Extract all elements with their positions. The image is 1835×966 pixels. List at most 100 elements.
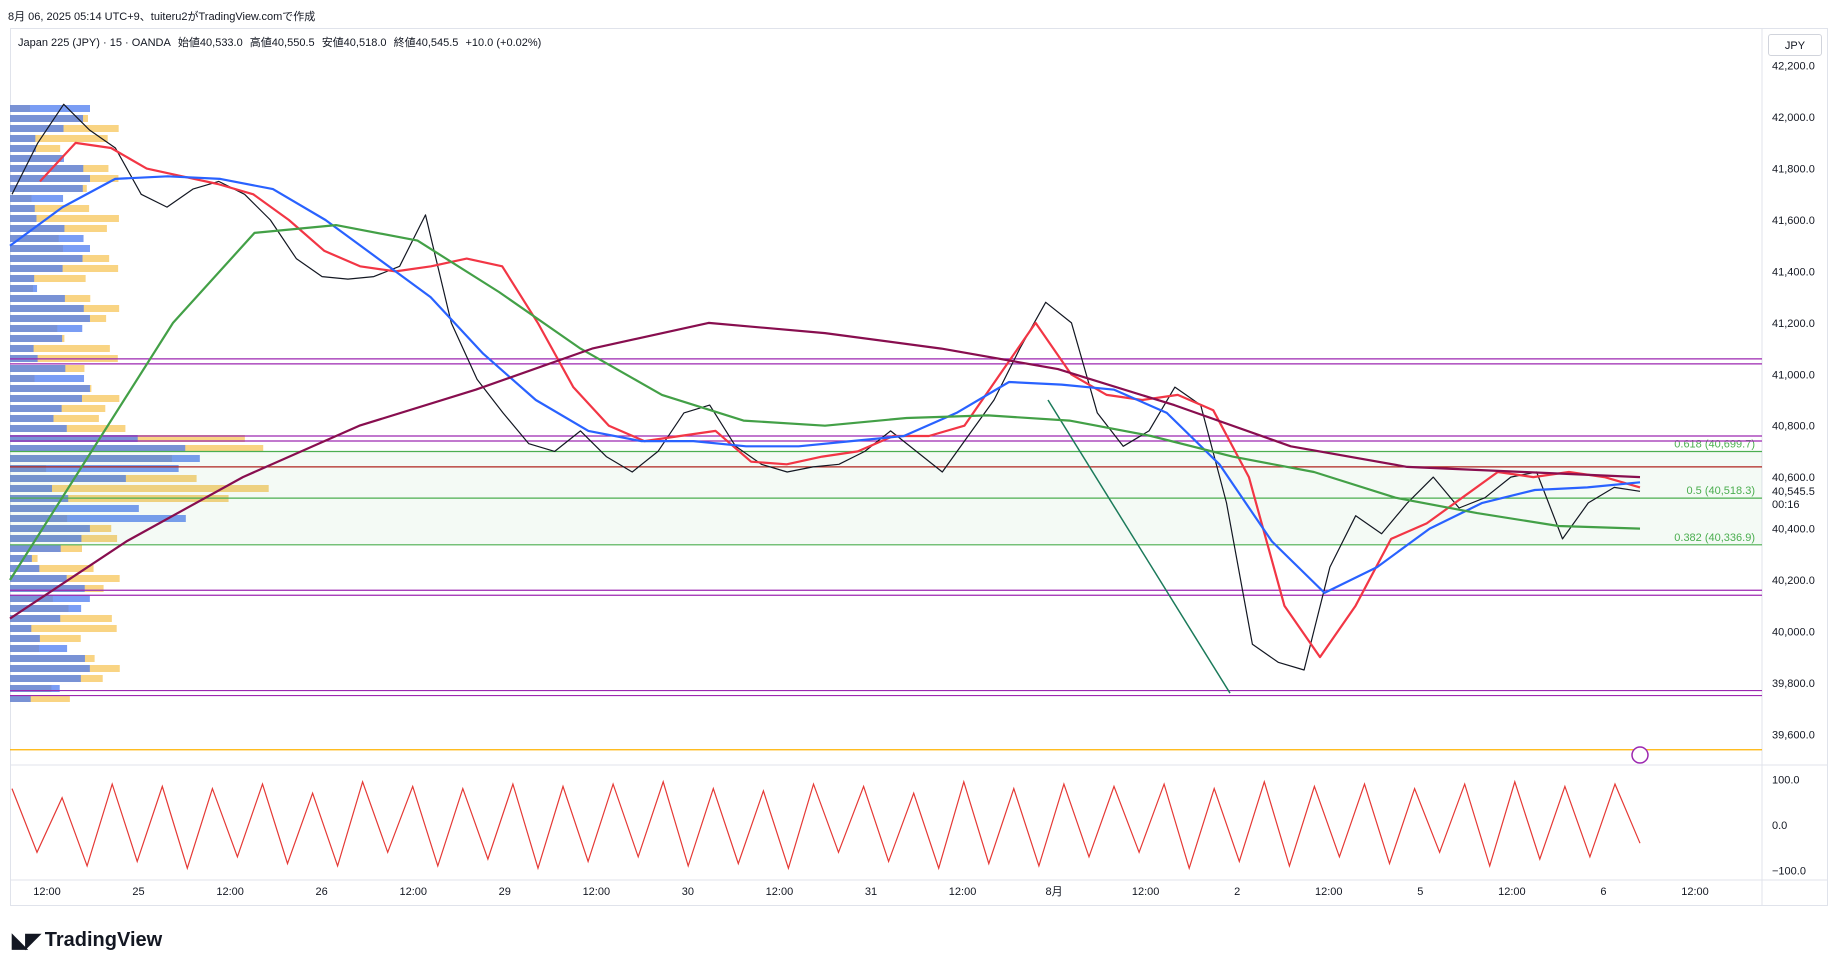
oscillator-tick-label: 0.0	[1772, 820, 1787, 832]
time-tick-label: 12:00	[33, 886, 61, 898]
time-tick-label: 12:00	[766, 886, 794, 898]
volume-profile-bar	[10, 615, 61, 622]
volume-profile-bar	[10, 275, 35, 282]
fib-level-label: 0.5 (40,518.3)	[1687, 485, 1756, 497]
time-tick-label: 12:00	[1498, 886, 1526, 898]
volume-profile-bar	[10, 395, 82, 402]
volume-profile-bar	[10, 365, 66, 372]
volume-profile-bar	[10, 655, 85, 662]
volume-profile-bar	[10, 695, 70, 702]
price-tick-label: 42,000.0	[1772, 112, 1815, 124]
volume-profile-bar	[10, 415, 54, 422]
time-tick-label: 26	[316, 886, 328, 898]
volume-profile-bar	[10, 285, 38, 292]
legend-high: 高値40,550.5	[249, 37, 315, 49]
time-tick-label: 29	[499, 886, 511, 898]
volume-profile-bar	[10, 135, 36, 142]
volume-profile-bar	[10, 315, 90, 322]
time-tick-label: 12:00	[1315, 886, 1343, 898]
time-tick-label: 31	[865, 886, 877, 898]
volume-profile-bar	[10, 565, 94, 572]
time-tick-label: 12:00	[216, 886, 244, 898]
price-line	[11, 103, 1641, 671]
currency-button[interactable]: JPY	[1768, 34, 1822, 56]
price-tick-label: 40,400.0	[1772, 524, 1815, 536]
legend-open: 始値40,533.0	[177, 37, 243, 49]
volume-profile-bar	[10, 135, 108, 142]
price-tick-label: 41,000.0	[1772, 369, 1815, 381]
volume-profile-bar	[10, 415, 99, 422]
volume-profile-bar	[10, 685, 60, 692]
volume-profile-bar	[10, 405, 62, 412]
price-tick-label: 40,800.0	[1772, 421, 1815, 433]
price-tick-label: 41,600.0	[1772, 215, 1815, 227]
last-price-label: 40,545.5	[1772, 486, 1815, 498]
ma_mid-line	[9, 175, 1641, 595]
volume-profile-bar	[10, 535, 82, 542]
time-tick-label: 12:00	[1132, 886, 1160, 898]
volume-profile-bar	[10, 575, 67, 582]
ma_slow-line	[9, 224, 1641, 581]
volume-profile-bar	[10, 245, 90, 252]
volume-profile-bar	[10, 205, 35, 212]
symbol-legend[interactable]: Japan 225 (JPY) · 15 · OANDA 始値40,533.0 …	[18, 34, 545, 50]
oscillator-tick-label: 100.0	[1772, 775, 1800, 787]
volume-profile-bar	[10, 295, 65, 302]
volume-profile-bar	[10, 185, 83, 192]
volume-profile-bar	[10, 205, 90, 212]
price-tick-label: 41,200.0	[1772, 318, 1815, 330]
fib-level-label: 0.618 (40,699.7)	[1674, 439, 1755, 451]
volume-profile-bar	[10, 175, 90, 182]
volume-profile-bar	[10, 115, 84, 122]
volume-profile-bar	[10, 545, 61, 552]
time-tick-label: 2	[1234, 886, 1240, 898]
fib-zone	[10, 451, 1762, 545]
tradingview-logo[interactable]: ◣◤ TradingView	[12, 928, 162, 953]
volume-profile-bar	[10, 625, 32, 632]
volume-profile-bar	[10, 105, 90, 112]
volume-profile-bar	[10, 525, 90, 532]
legend-close: 終値40,545.5	[393, 37, 459, 49]
oscillator-line	[11, 779, 1641, 871]
volume-profile-bar	[10, 265, 63, 272]
trend-line	[1047, 399, 1231, 694]
volume-profile-bar	[10, 215, 119, 222]
time-tick-label: 12:00	[583, 886, 611, 898]
time-tick-label: 8月	[1046, 886, 1063, 898]
price-tick-label: 41,800.0	[1772, 164, 1815, 176]
price-tick-label: 42,200.0	[1772, 61, 1815, 73]
time-tick-label: 30	[682, 886, 694, 898]
fib-level-label: 0.382 (40,336.9)	[1674, 532, 1755, 544]
volume-profile-bar	[10, 165, 84, 172]
volume-profile-bar	[10, 305, 84, 312]
price-tick-label: 40,600.0	[1772, 472, 1815, 484]
volume-profile-bar	[10, 325, 83, 332]
volume-profile-bar	[10, 345, 110, 352]
volume-profile-bar	[10, 475, 126, 482]
ma_fast-line	[39, 141, 1641, 659]
volume-profile-bar	[10, 615, 112, 622]
price-tick-label: 39,600.0	[1772, 729, 1815, 741]
brand-name: TradingView	[44, 929, 163, 951]
volume-profile-bar	[10, 675, 81, 682]
time-tick-label: 12:00	[1681, 886, 1709, 898]
volume-profile-bar	[10, 195, 64, 202]
volume-profile-bar	[10, 505, 139, 512]
volume-profile-bar	[10, 625, 117, 632]
volume-profile-bar	[10, 255, 83, 262]
volume-profile-bar	[10, 425, 126, 432]
volume-profile-bar	[10, 485, 269, 492]
volume-profile-bar	[10, 425, 67, 432]
volume-profile-bar	[10, 485, 53, 492]
volume-profile-bar	[10, 265, 119, 272]
tradingview-logo-icon: ◣◤	[12, 930, 41, 952]
ma_long-line	[9, 321, 1641, 620]
alert-icon	[1631, 746, 1649, 764]
volume-profile-bar	[10, 385, 90, 392]
volume-profile-bar	[10, 125, 64, 132]
price-tick-label: 40,200.0	[1772, 575, 1815, 587]
time-tick-label: 12:00	[399, 886, 427, 898]
price-tick-label: 40,000.0	[1772, 626, 1815, 638]
price-tick-label: 39,800.0	[1772, 678, 1815, 690]
